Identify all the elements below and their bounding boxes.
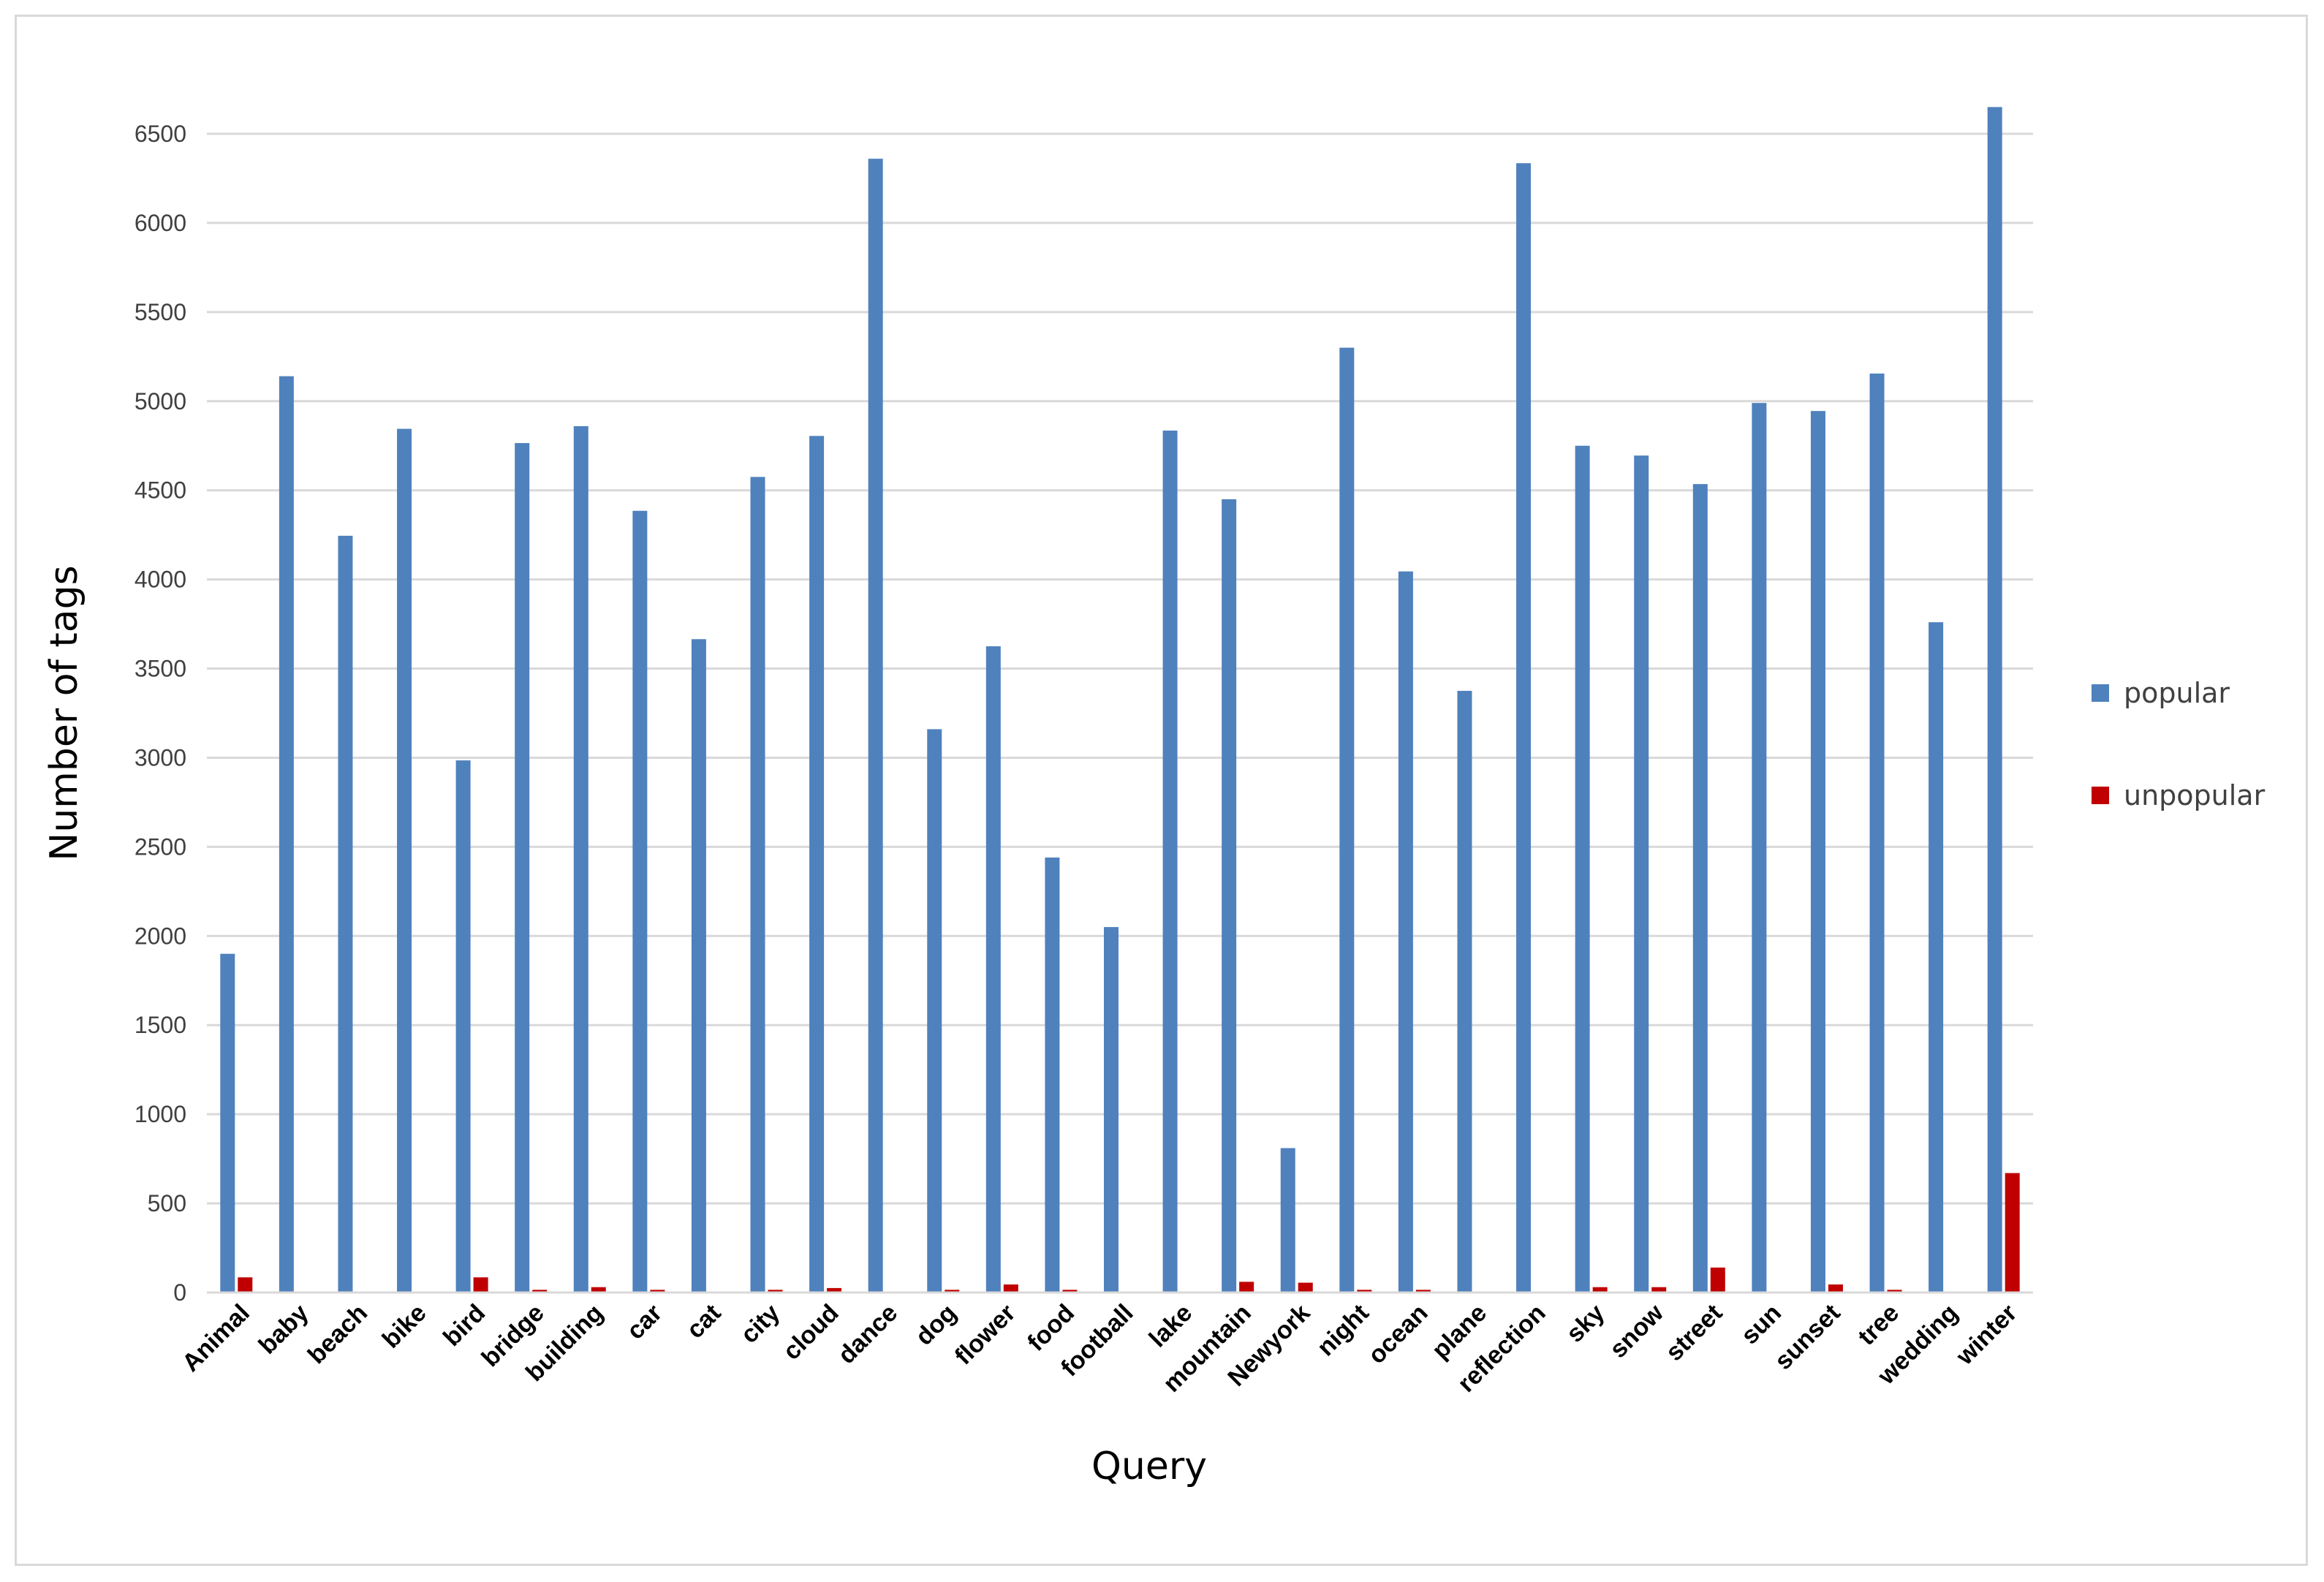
bars bbox=[220, 107, 2020, 1293]
x-tick-label: cat bbox=[681, 1299, 727, 1344]
x-axis-title: Query bbox=[1091, 1445, 1207, 1488]
bar-popular bbox=[691, 639, 706, 1293]
bar-unpopular bbox=[1415, 1290, 1431, 1293]
legend-swatch-unpopular bbox=[2092, 787, 2109, 804]
bar-popular bbox=[1752, 403, 1767, 1293]
bar-unpopular bbox=[768, 1290, 783, 1293]
x-tick-label: Animal bbox=[177, 1299, 255, 1377]
bar-popular bbox=[927, 729, 942, 1293]
y-axis-title: Number of tags bbox=[42, 565, 86, 860]
bar-chart: 0 500 1000 1500 2000 2500 3000 3500 4000 4500 5000… bbox=[42, 107, 2266, 1488]
bar-popular bbox=[985, 646, 1001, 1293]
bar-popular bbox=[515, 443, 530, 1293]
x-tick-label: winter bbox=[1950, 1299, 2022, 1371]
bar-popular bbox=[1810, 411, 1825, 1293]
bar-unpopular bbox=[1887, 1290, 1902, 1293]
bar-popular bbox=[1869, 373, 1885, 1293]
bar-popular bbox=[1516, 163, 1532, 1293]
x-tick-label: car bbox=[621, 1299, 667, 1345]
bar-popular bbox=[868, 159, 883, 1293]
y-tick-label: 3500 bbox=[135, 656, 186, 682]
bar-popular bbox=[1339, 347, 1355, 1293]
bar-popular bbox=[1929, 622, 1944, 1293]
bar-popular bbox=[1457, 691, 1472, 1293]
bar-popular bbox=[1692, 484, 1708, 1293]
x-tick-label: bird bbox=[438, 1299, 491, 1352]
x-tick-label: snow bbox=[1605, 1298, 1670, 1363]
bar-popular bbox=[1398, 571, 1413, 1293]
bar-unpopular bbox=[238, 1277, 253, 1293]
bar-popular bbox=[632, 510, 648, 1293]
bar-unpopular bbox=[473, 1277, 488, 1293]
bar-popular bbox=[279, 376, 294, 1293]
bar-unpopular bbox=[1239, 1282, 1254, 1293]
bar-unpopular bbox=[1710, 1267, 1725, 1293]
bar-popular bbox=[809, 436, 825, 1293]
bar-unpopular bbox=[591, 1287, 606, 1293]
x-tick-label: city bbox=[735, 1299, 785, 1349]
bar-popular bbox=[1634, 455, 1649, 1293]
x-tick-label: cloud bbox=[778, 1299, 844, 1366]
bar-popular bbox=[1222, 499, 1237, 1293]
y-tick-label: 6500 bbox=[135, 121, 186, 147]
y-tick-label: 1500 bbox=[135, 1012, 186, 1038]
y-tick-labels: 0 500 1000 1500 2000 2500 3000 3500 4000 4500 5000… bbox=[135, 121, 186, 1306]
y-tick-label: 3000 bbox=[135, 744, 186, 771]
legend-swatch-popular bbox=[2092, 684, 2109, 702]
y-tick-label: 4500 bbox=[135, 477, 186, 504]
legend-label-unpopular: unpopular bbox=[2124, 779, 2266, 811]
legend-label-popular: popular bbox=[2124, 677, 2230, 709]
bar-popular bbox=[573, 425, 588, 1293]
bar-popular bbox=[397, 428, 412, 1293]
x-tick-label: dance bbox=[833, 1299, 903, 1369]
legend: popular unpopular bbox=[2092, 677, 2266, 811]
y-tick-label: 6000 bbox=[135, 210, 186, 236]
bar-unpopular bbox=[1651, 1287, 1667, 1293]
bar-popular bbox=[1104, 927, 1119, 1293]
x-tick-label: ocean bbox=[1363, 1299, 1433, 1369]
y-tick-label: 2500 bbox=[135, 833, 186, 860]
bar-popular bbox=[1575, 445, 1590, 1293]
bar-popular bbox=[455, 760, 471, 1293]
chart-frame: 0 500 1000 1500 2000 2500 3000 3500 4000 4500 5000… bbox=[15, 15, 2308, 1566]
x-tick-label: sunset bbox=[1769, 1299, 1845, 1375]
bar-popular bbox=[1162, 431, 1178, 1293]
y-tick-label: 500 bbox=[148, 1190, 186, 1216]
bar-unpopular bbox=[2005, 1173, 2020, 1293]
y-tick-label: 2000 bbox=[135, 923, 186, 949]
bar-unpopular bbox=[1828, 1284, 1843, 1293]
bar-unpopular bbox=[1062, 1290, 1078, 1293]
bar-unpopular bbox=[1003, 1284, 1018, 1293]
x-tick-label: tree bbox=[1852, 1299, 1904, 1351]
bar-popular bbox=[1045, 858, 1060, 1293]
bar-unpopular bbox=[1592, 1287, 1608, 1293]
x-tick-label: sky bbox=[1561, 1299, 1610, 1348]
bar-popular bbox=[220, 953, 235, 1293]
x-tick-label: street bbox=[1660, 1299, 1727, 1366]
bar-unpopular bbox=[532, 1290, 548, 1293]
x-tick-label: lake bbox=[1144, 1299, 1198, 1353]
bar-unpopular bbox=[650, 1290, 665, 1293]
y-tick-label: 5000 bbox=[135, 388, 186, 415]
bar-unpopular bbox=[1298, 1282, 1313, 1293]
bar-unpopular bbox=[827, 1287, 842, 1293]
x-tick-label: sun bbox=[1736, 1299, 1787, 1350]
bar-unpopular bbox=[1357, 1290, 1372, 1293]
x-tick-label: flower bbox=[950, 1299, 1021, 1371]
x-tick-label: dog bbox=[910, 1299, 962, 1351]
x-tick-label: bike bbox=[377, 1299, 432, 1354]
bar-popular bbox=[338, 535, 353, 1293]
bar-popular bbox=[1987, 107, 2002, 1293]
x-tick-label: beach bbox=[303, 1299, 373, 1369]
bar-unpopular bbox=[945, 1290, 960, 1293]
gridlines bbox=[207, 132, 2033, 1205]
bar-popular bbox=[750, 477, 765, 1293]
bar-popular bbox=[1280, 1148, 1295, 1293]
y-tick-label: 5500 bbox=[135, 299, 186, 325]
y-tick-label: 1000 bbox=[135, 1101, 186, 1127]
y-tick-label: 0 bbox=[173, 1279, 186, 1306]
y-tick-label: 4000 bbox=[135, 567, 186, 593]
